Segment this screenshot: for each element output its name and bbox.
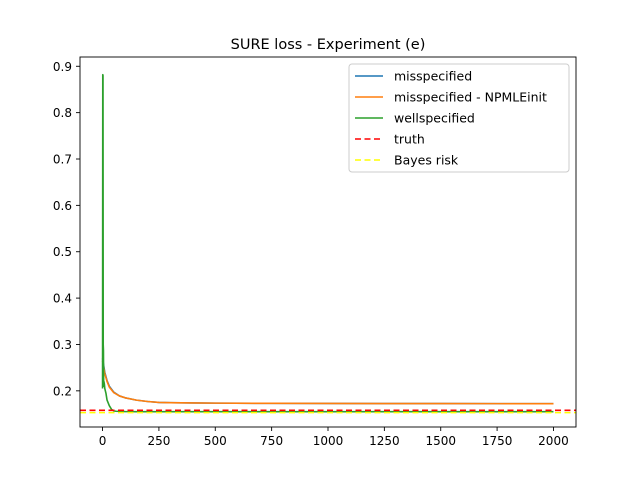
y-tick-label: 0.6 xyxy=(53,199,72,213)
y-tick-label: 0.9 xyxy=(53,60,72,74)
x-axis: 0 250 500 750 1000 1250 1500 1750 2000 xyxy=(99,427,569,448)
x-tick-label: 1000 xyxy=(313,434,344,448)
x-tick-label: 1500 xyxy=(425,434,456,448)
y-tick-label: 0.7 xyxy=(53,153,72,167)
y-tick-label: 0.3 xyxy=(53,338,72,352)
y-tick-label: 0.2 xyxy=(53,384,72,398)
legend-label-misspecified: misspecified xyxy=(394,69,472,84)
series-line-wellspecified xyxy=(101,73,554,413)
x-tick-label: 1750 xyxy=(482,434,513,448)
x-tick-label: 2000 xyxy=(538,434,569,448)
legend-label-truth: truth xyxy=(394,132,425,147)
y-tick-label: 0.8 xyxy=(53,106,72,120)
series-group xyxy=(80,73,576,414)
x-tick-label: 500 xyxy=(204,434,227,448)
y-tick-label: 0.4 xyxy=(53,292,72,306)
chart-title: SURE loss - Experiment (e) xyxy=(231,37,426,53)
legend-label-wellspecified: wellspecified xyxy=(394,111,475,126)
legend: misspecified misspecified - NPMLEinit well… xyxy=(348,63,570,173)
y-axis: 0.2 0.3 0.4 0.5 0.6 0.7 0.8 0.9 xyxy=(53,60,80,398)
x-tick-label: 0 xyxy=(99,434,107,448)
legend-label-bayes-risk: Bayes risk xyxy=(394,153,459,168)
x-tick-label: 250 xyxy=(147,434,170,448)
series-line-misspecified-npmleinit xyxy=(101,360,554,405)
x-tick-label: 1250 xyxy=(369,434,400,448)
x-tick-label: 750 xyxy=(260,434,283,448)
legend-box xyxy=(348,63,570,173)
legend-label-misspecified-npmleinit: misspecified - NPMLEinit xyxy=(394,90,547,105)
y-tick-label: 0.5 xyxy=(53,245,72,259)
